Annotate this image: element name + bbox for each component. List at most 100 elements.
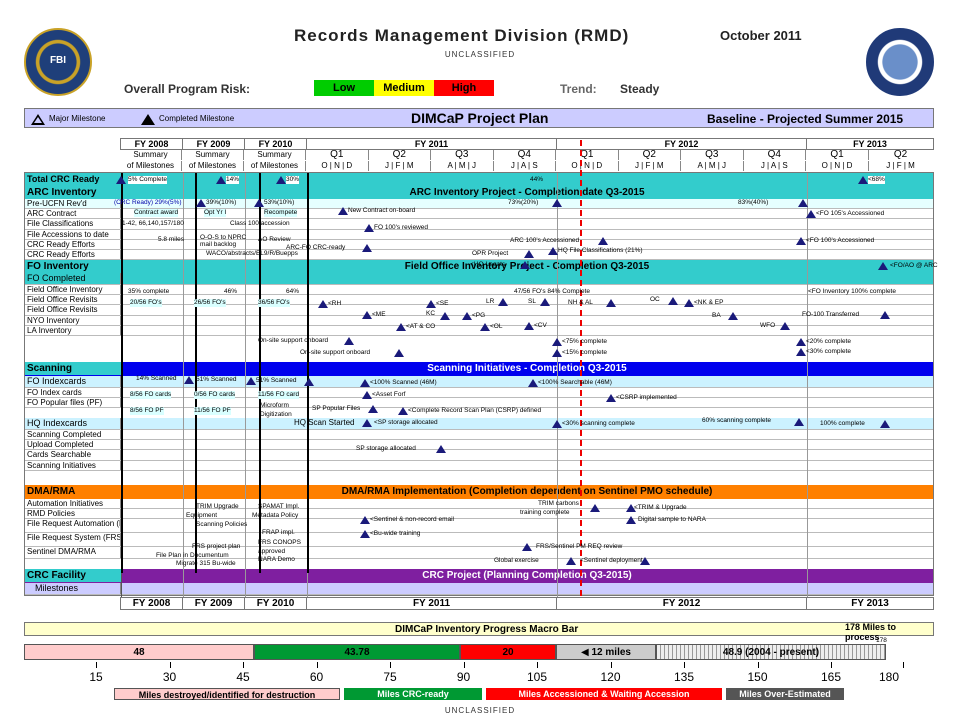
row-label: RMD Policies [25, 509, 121, 519]
risk-medium: Medium [374, 80, 434, 96]
axis-tick-label: 90 [456, 670, 471, 684]
months-q4: J | A | S [744, 161, 806, 171]
scan-note: 0/56 FO cards [194, 391, 236, 399]
fy-2008: FY 2008 [121, 139, 183, 149]
milestone-marker [780, 322, 790, 330]
quarter-q1: Q1 [306, 150, 369, 160]
milestone-marker [462, 312, 472, 320]
axis-tick-label: 15 [89, 670, 103, 684]
arc-note: Class 100 accession [230, 220, 290, 227]
milestone-marker [318, 300, 328, 308]
quarter-q4: Q4 [494, 150, 556, 160]
fy-2009: FY 2009 [183, 598, 245, 609]
months-q4: J | A | S [494, 161, 556, 171]
miles-to-process: 178 Miles to process [845, 622, 897, 642]
row-fo-index-cards: FO Index cards [25, 388, 933, 399]
dma-note: FRAP impl. [262, 529, 295, 536]
milestone-marker [520, 261, 530, 269]
row-sentinel: Sentinel DMA/RMA [25, 547, 933, 560]
axis-tick [463, 662, 465, 668]
row-fo-revisits-2: Field Office Revisits [25, 305, 933, 316]
risk-low: Low [314, 80, 374, 96]
row-label: CRC Ready Efforts [25, 250, 121, 260]
row-label: Milestones [25, 583, 121, 594]
row-rmd-policies: RMD Policies [25, 509, 933, 520]
row-crc-ready-1: CRC Ready Efforts [25, 239, 933, 250]
fy-2013: FY 2013 [853, 139, 887, 149]
quarter-q2: Q2 [893, 149, 908, 160]
macro-title: DIMCaP Inventory Progress Macro Bar [395, 624, 579, 635]
plan-baseline: Baseline - Projected Summer 2015 [707, 112, 904, 126]
row-crc-milestones: Milestones [25, 583, 933, 595]
fo-note: <AT & CO [406, 323, 436, 330]
fo-note: 20/56 FO's [130, 299, 162, 307]
milestone-marker [566, 557, 576, 565]
grid-divider [557, 173, 558, 597]
dma-note: TRIM carbons [538, 500, 579, 507]
milestone-marker [684, 299, 694, 307]
quarter-q2: Q2 [619, 150, 681, 160]
row-label: Field Office Revisits [25, 295, 121, 305]
axis-tick [903, 662, 904, 668]
row-upload-completed: Upload Completed [25, 440, 933, 451]
fo-note: SL [528, 298, 536, 305]
milestone-marker [796, 338, 806, 346]
fy-2011: FY 2011 [307, 598, 557, 609]
row-file-accessions: File Accessions to date [25, 229, 933, 240]
arc-note: Contract award [134, 209, 179, 217]
quarter-q3: Q3 [681, 150, 744, 160]
months-q2: J | F | M [369, 161, 431, 171]
milestone-marker [590, 504, 600, 512]
dma-section: DMA/RMA DMA/RMA Implementation (Completi… [25, 485, 933, 499]
milestone-marker [798, 199, 808, 207]
fo-note: BA [712, 312, 721, 319]
row-label: Scanning Initiatives [25, 460, 121, 470]
row-label: Field Office Inventory [25, 285, 121, 295]
total-crc-row: Total CRC Ready [25, 173, 933, 186]
major-milestone-icon [31, 114, 45, 125]
milestone-marker [498, 298, 508, 306]
scan-note: HQ Scan Started [294, 418, 355, 427]
row-label: LA Inventory [25, 325, 121, 335]
fy-2012: FY 2012 [557, 139, 807, 149]
fo-note: 35% complete [128, 288, 170, 295]
row-crc-ready-2: CRC Ready Efforts [25, 250, 933, 261]
arc-note: FO 100's reviewed [374, 224, 428, 231]
fo-note: KC [426, 310, 436, 317]
dma-section-label: DMA/RMA [27, 486, 76, 497]
milestone-marker [522, 543, 532, 551]
plan-title: DIMCaP Project Plan [411, 110, 549, 126]
axis-tick [96, 662, 97, 668]
dma-note: Metadata Policy [252, 512, 299, 519]
quarter-q3: Q3 [431, 150, 494, 160]
milestone-marker [552, 420, 562, 428]
dma-note: File Plan in Documentum [156, 552, 229, 559]
scan-note: 14% Scanned [136, 375, 177, 382]
months-q2: J | F | M [619, 161, 681, 171]
milestone-marker [360, 379, 370, 387]
milestone-marker [548, 247, 558, 255]
fo-note: 64% [286, 288, 300, 295]
axis-tick-label: 60 [309, 670, 324, 684]
milestone-marker [216, 176, 226, 184]
milestone-marker [668, 297, 678, 305]
legend-crc-ready: Miles CRC-ready [344, 688, 482, 700]
milestones-2010: of Milestones [244, 161, 306, 171]
report-date: October 2011 [720, 28, 802, 43]
fo-note: On-site support onboard [258, 337, 329, 344]
bar-over-estimated: 48.9 (2004 - present) [656, 644, 886, 660]
scan-note: 51% Scanned [196, 376, 237, 383]
arc-note: <FO/AO @ ARC [890, 262, 938, 269]
milestone-marker [436, 445, 446, 453]
milestone-marker [440, 312, 450, 320]
arc-note: <FO 100's Accessioned [806, 237, 875, 244]
row-cards-searchable: Cards Searchable [25, 450, 933, 461]
scan-note: Microform [260, 402, 289, 409]
crc-section-title: CRC Project (Planning Completion Q3-2015… [422, 570, 632, 581]
arc-note: WACO/abstracts/EL9/R/Buepps [206, 250, 298, 257]
milestone-marker [606, 394, 616, 402]
milestone-marker [338, 207, 348, 215]
row-frap: File Request Automation (FRAP) [25, 519, 933, 534]
arc-note: 83%(40%) [738, 199, 769, 206]
row-label: FO Completed [25, 273, 121, 284]
